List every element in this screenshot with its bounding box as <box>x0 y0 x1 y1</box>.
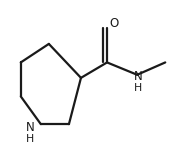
Text: O: O <box>109 17 119 30</box>
Text: H: H <box>26 134 34 144</box>
Text: H: H <box>134 83 142 93</box>
Text: N: N <box>25 121 34 134</box>
Text: N: N <box>134 70 143 83</box>
